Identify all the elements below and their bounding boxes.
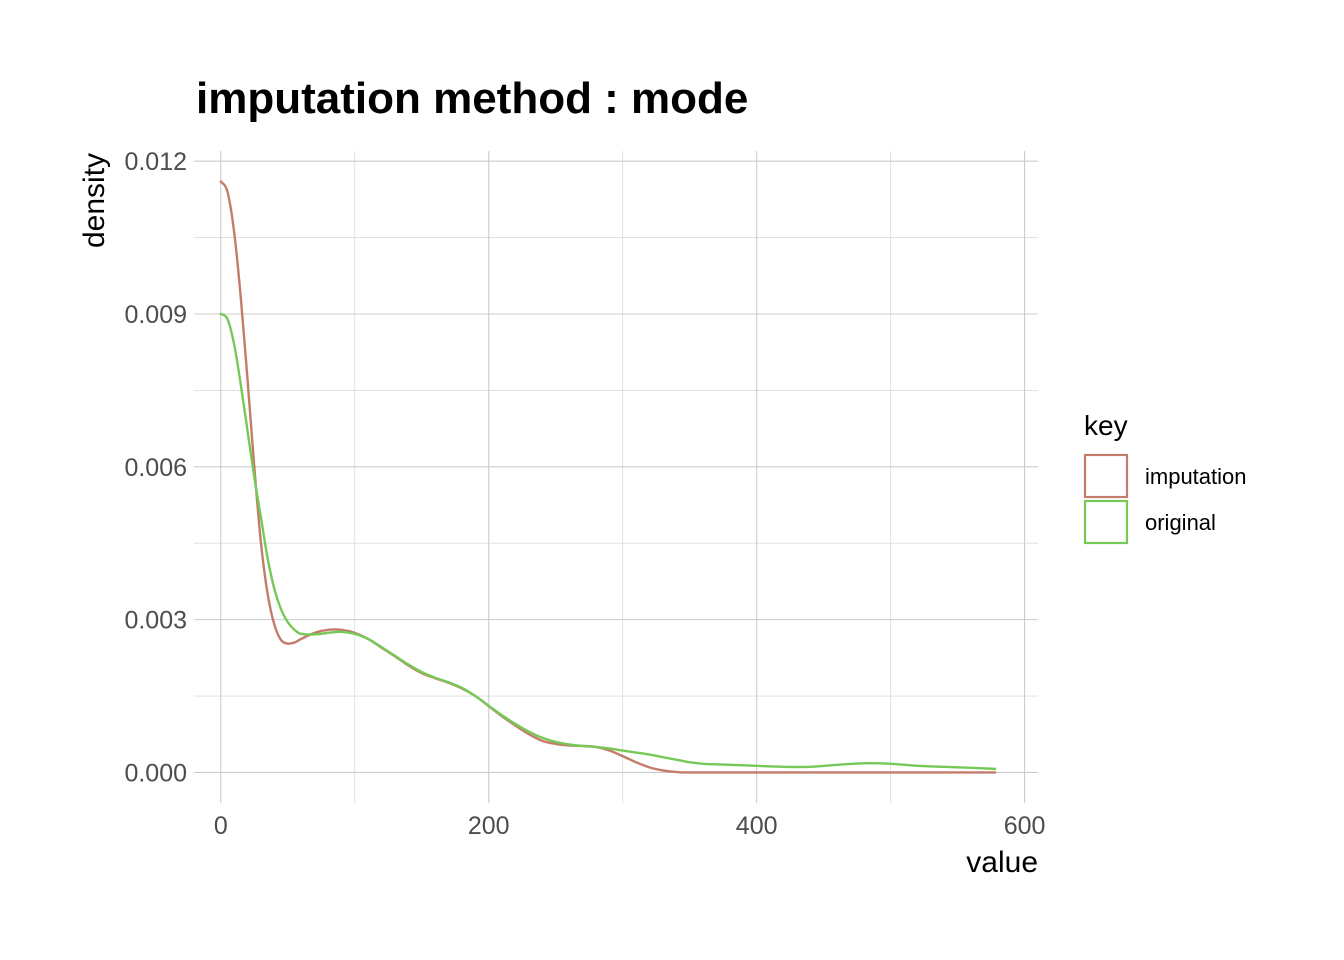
- x-tick-label: 0: [214, 812, 228, 840]
- series-lines: [219, 180, 997, 774]
- legend-title: key: [1084, 410, 1128, 441]
- x-tick-label: 400: [736, 812, 778, 840]
- legend-label-imputation: imputation: [1145, 464, 1247, 489]
- x-axis-ticks: 0 200 400 600: [214, 812, 1046, 840]
- y-tick-label: 0.009: [124, 301, 187, 329]
- y-tick-label: 0.012: [124, 148, 187, 176]
- y-axis-title: density: [78, 153, 111, 248]
- series-line-original: [219, 312, 997, 771]
- legend: key imputation original: [1083, 410, 1247, 545]
- series-line-imputation: [219, 180, 997, 774]
- legend-key-original: [1083, 499, 1129, 545]
- x-axis-title: value: [966, 846, 1038, 879]
- x-tick-label: 600: [1004, 812, 1046, 840]
- legend-label-original: original: [1145, 510, 1216, 535]
- chart-title: imputation method : mode: [196, 74, 748, 123]
- y-tick-label: 0.000: [124, 759, 187, 787]
- x-tick-label: 200: [468, 812, 510, 840]
- legend-key-imputation: [1083, 453, 1129, 499]
- y-tick-label: 0.006: [124, 454, 187, 482]
- grid: [194, 151, 1038, 803]
- y-axis-ticks: 0.000 0.003 0.006 0.009 0.012: [124, 148, 187, 787]
- y-tick-label: 0.003: [124, 607, 187, 635]
